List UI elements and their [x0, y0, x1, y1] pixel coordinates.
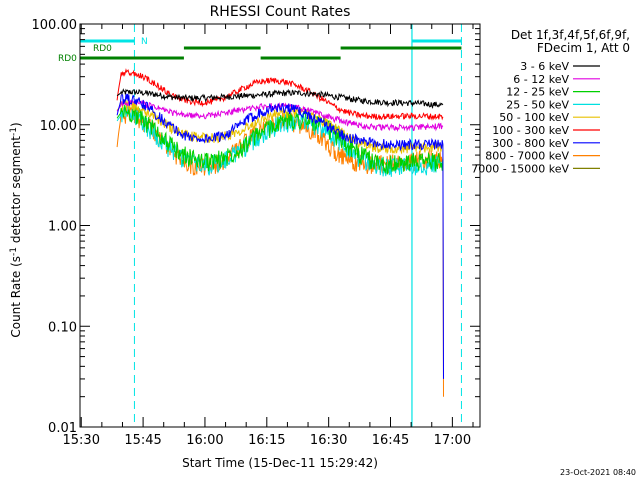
- y-axis-label-exp2: -1: [9, 127, 19, 136]
- rdo-flag-label-1: RD0: [93, 44, 112, 54]
- legend: Det 1f,3f,4f,5f,6f,9f,FDecim 1, Att 0 3 -…: [471, 28, 630, 175]
- series-line-1: [116, 98, 444, 132]
- series-line-0: [116, 88, 444, 109]
- x-tick-label: 16:45: [372, 433, 409, 448]
- x-axis-label: Start Time (15-Dec-11 15:29:42): [182, 456, 378, 470]
- generation-timestamp: 23-Oct-2021 08:40: [560, 468, 636, 477]
- y-axis-label-end: ): [9, 122, 23, 127]
- rdo-flag-label-2: RD0: [58, 54, 77, 64]
- y-tick-label: 1.00: [48, 220, 77, 235]
- series-lines: [116, 68, 444, 397]
- y-axis-label-mid: detector segment: [9, 136, 23, 247]
- legend-entry-label: 800 - 7000 keV: [485, 150, 569, 163]
- y-tick-label: 0.01: [48, 421, 77, 436]
- legend-header-line: Det 1f,3f,4f,5f,6f,9f,: [511, 28, 630, 42]
- flag-bars: [80, 39, 462, 60]
- x-tick-label: 15:45: [124, 433, 161, 448]
- legend-entry-label: 6 - 12 keV: [513, 73, 569, 86]
- y-axis-label-exp1: -1: [9, 247, 19, 256]
- y-tick-label: 10.00: [40, 119, 77, 134]
- legend-entry-label: 25 - 50 keV: [506, 98, 569, 111]
- chart-title: RHESSI Count Rates: [210, 4, 351, 20]
- x-tick-label: 16:30: [310, 433, 347, 448]
- series-line-3: [116, 104, 444, 177]
- y-tick-label: 0.10: [48, 320, 77, 335]
- legend-entry-label: 3 - 6 keV: [520, 60, 569, 73]
- x-tick-label: 16:00: [186, 433, 223, 448]
- event-lines: [133, 24, 462, 427]
- legend-entry-label: 50 - 100 keV: [499, 111, 569, 124]
- x-tick-label: 15:30: [63, 433, 100, 448]
- night-flag-label: N: [141, 37, 148, 47]
- y-axis-label-main: Count Rate (s: [9, 256, 23, 338]
- x-tick-label: 17:00: [434, 433, 471, 448]
- y-axis-label: Count Rate (s-1 detector segment-1): [9, 122, 23, 337]
- legend-header-line: FDecim 1, Att 0: [537, 41, 630, 55]
- legend-entry-label: 12 - 25 keV: [506, 86, 569, 99]
- series-line-2: [116, 104, 444, 175]
- x-tick-label: 16:15: [248, 433, 285, 448]
- legend-entry-label: 300 - 800 keV: [492, 137, 569, 150]
- y-tick-label: 100.00: [32, 18, 78, 33]
- legend-entry-label: 100 - 300 keV: [492, 124, 569, 137]
- series-line-6: [116, 93, 444, 379]
- legend-entry-label: 7000 - 15000 keV: [471, 162, 569, 175]
